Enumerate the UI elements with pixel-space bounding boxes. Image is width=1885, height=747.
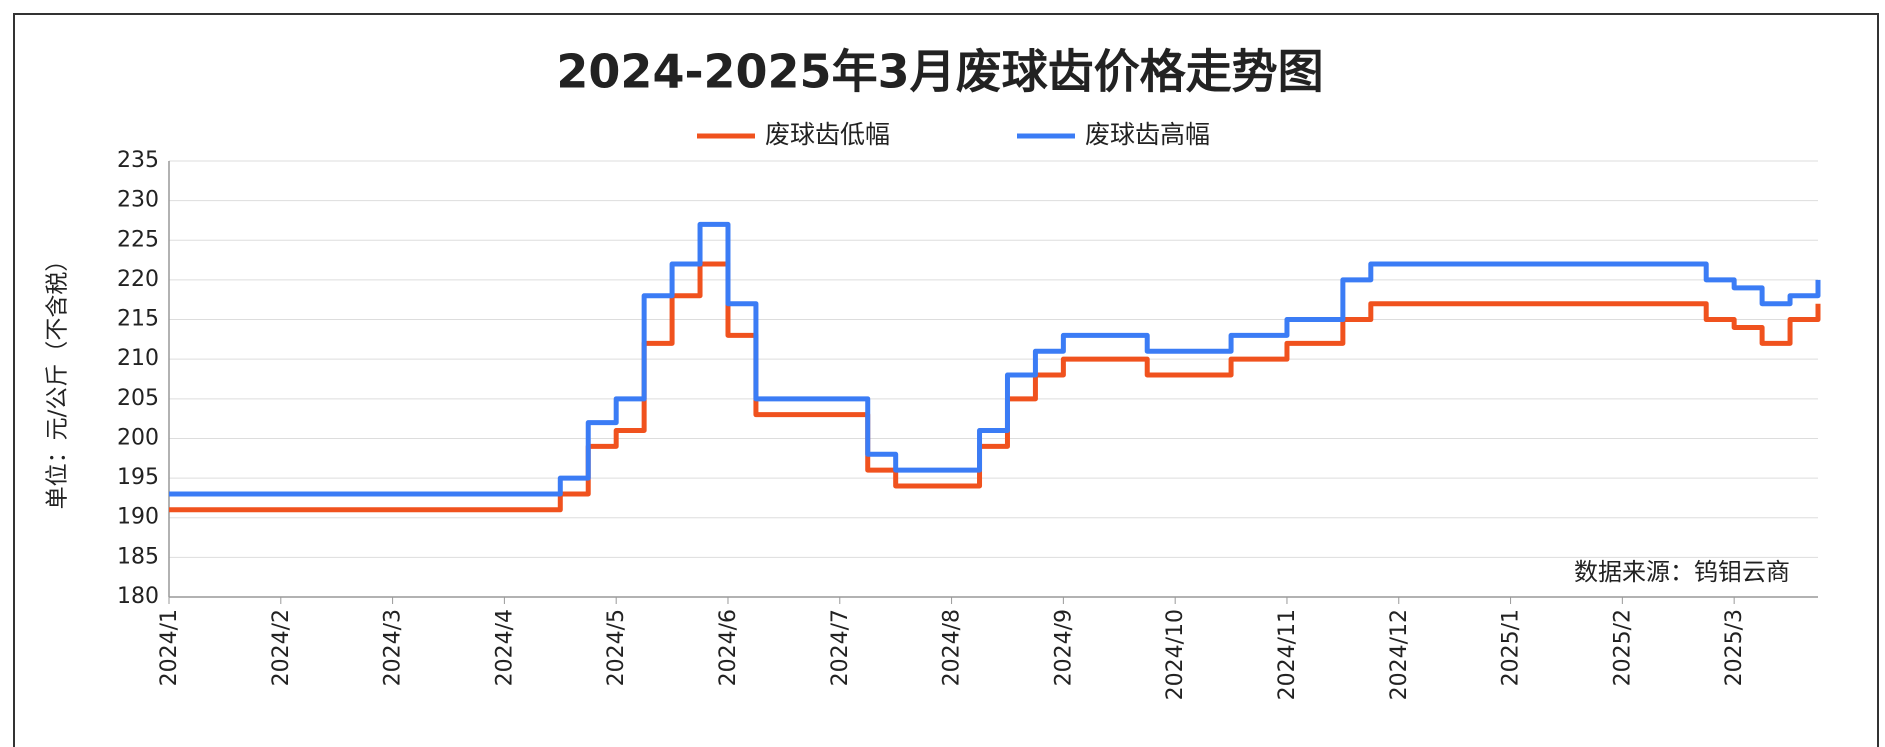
x-tick-label: 2024/5	[604, 609, 629, 686]
y-tick-label: 205	[117, 386, 159, 411]
y-tick-label: 195	[117, 465, 159, 490]
y-tick-label: 200	[117, 425, 159, 450]
x-tick-label: 2024/12	[1387, 609, 1412, 700]
series-line	[169, 221, 1821, 497]
y-tick-label: 180	[117, 584, 159, 609]
x-tick-label: 2025/2	[1610, 609, 1635, 686]
x-tick-label: 2024/8	[940, 609, 965, 686]
x-tick-label: 2024/11	[1275, 609, 1300, 700]
y-tick-label: 230	[117, 188, 159, 213]
x-tick-label: 2024/4	[492, 609, 517, 686]
x-tick-label: 2024/2	[269, 609, 294, 686]
x-tick-label: 2024/3	[381, 609, 406, 686]
y-tick-label: 215	[117, 307, 159, 332]
y-tick-label: 235	[117, 148, 159, 173]
y-axis-label: 单位：元/公斤（不含税）	[45, 249, 71, 510]
frame	[13, 13, 1879, 747]
x-tick-label: 2024/7	[828, 609, 853, 686]
legend-label: 废球齿低幅	[765, 120, 890, 149]
x-tick-label: 2025/1	[1499, 609, 1524, 686]
x-tick-label: 2024/9	[1051, 609, 1076, 686]
series-line	[169, 261, 1821, 513]
y-tick-label: 190	[117, 505, 159, 530]
chart-title: 2024-2025年3月废球齿价格走势图	[556, 45, 1323, 99]
x-tick-label: 2025/3	[1722, 609, 1747, 686]
source-note: 数据来源：钨钼云商	[1574, 558, 1790, 586]
y-tick-label: 220	[117, 267, 159, 292]
y-tick-label: 210	[117, 346, 159, 371]
y-tick-label: 185	[117, 544, 159, 569]
legend-label: 废球齿高幅	[1085, 120, 1210, 149]
x-tick-label: 2024/10	[1163, 609, 1188, 700]
x-tick-label: 2024/1	[157, 609, 182, 686]
x-tick-label: 2024/6	[716, 609, 741, 686]
y-tick-label: 225	[117, 227, 159, 252]
